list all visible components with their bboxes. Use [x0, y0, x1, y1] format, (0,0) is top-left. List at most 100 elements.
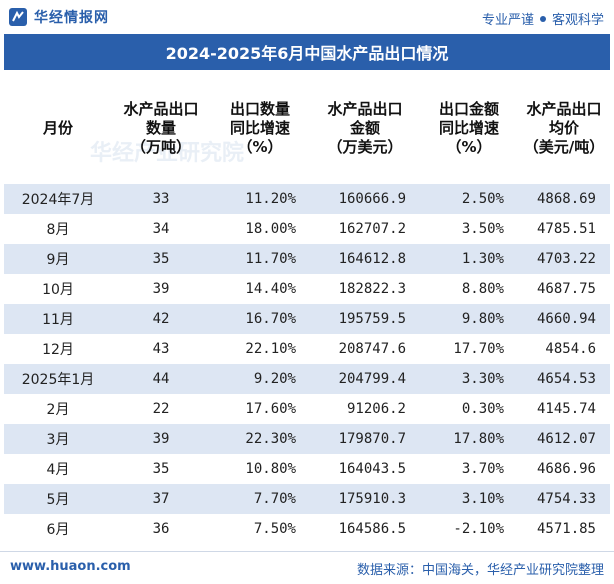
column-header: 出口金额 同比增速 （%）: [420, 72, 518, 184]
value-cell: 164612.8: [338, 251, 406, 267]
tagline: 专业严谨 客观科学: [482, 9, 604, 28]
volume-cell: 37: [152, 491, 170, 507]
volume-cell: 43: [152, 341, 170, 357]
volume-cell: 42: [152, 311, 170, 327]
export-table: 月份 水产品出口 数量 （万吨） 出口数量 同比增速 （%） 水产品出口 金额 （万美元） 出口金额…: [4, 72, 610, 544]
tagline-dot-icon: [539, 15, 546, 22]
column-header-line: 水产品出口: [526, 99, 602, 118]
column-header-line: 同比增速: [438, 118, 499, 137]
month-cell: 12月: [42, 342, 74, 358]
value-growth-cell: 3.50%: [461, 221, 504, 237]
column-header-line: （美元/吨）: [523, 137, 605, 156]
table-row: 12月 43 22.10% 208747.6 17.70% 4854.6: [4, 334, 610, 364]
month-cell: 11月: [42, 312, 74, 328]
volume-growth-cell: 16.70%: [245, 311, 296, 327]
avg-price-cell: 4654.53: [536, 371, 596, 387]
brand-logo: 华经情报网: [8, 7, 109, 27]
footer: www.huaon.com 数据来源：中国海关，华经产业研究院整理: [0, 551, 614, 584]
column-header-line: 水产品出口: [327, 99, 403, 118]
avg-price-cell: 4754.33: [536, 491, 596, 507]
value-growth-cell: 3.70%: [461, 461, 504, 477]
column-header-line: 金额: [349, 118, 380, 137]
volume-growth-cell: 11.20%: [245, 191, 296, 207]
column-header-line: 同比增速: [229, 118, 290, 137]
value-growth-cell: 17.80%: [453, 431, 504, 447]
column-header-line: 出口数量: [229, 99, 290, 118]
column-header-line: 出口金额: [438, 99, 499, 118]
value-growth-cell: 3.30%: [461, 371, 504, 387]
volume-cell: 35: [152, 461, 170, 477]
table-row: 5月 37 7.70% 175910.3 3.10% 4754.33: [4, 484, 610, 514]
table-row: 10月 39 14.40% 182822.3 8.80% 4687.75: [4, 274, 610, 304]
value-cell: 204799.4: [338, 371, 406, 387]
value-growth-cell: 9.80%: [461, 311, 504, 327]
table-row: 2月 22 17.60% 91206.2 0.30% 4145.74: [4, 394, 610, 424]
value-cell: 160666.9: [338, 191, 406, 207]
month-cell: 5月: [46, 492, 70, 508]
volume-growth-cell: 7.70%: [253, 491, 296, 507]
avg-price-cell: 4703.22: [536, 251, 596, 267]
month-cell: 10月: [42, 282, 74, 298]
volume-growth-cell: 10.80%: [245, 461, 296, 477]
table-header-row: 月份 水产品出口 数量 （万吨） 出口数量 同比增速 （%） 水产品出口 金额 （万美元） 出口金额…: [4, 72, 610, 184]
avg-price-cell: 4868.69: [536, 191, 596, 207]
table-body: 2024年7月 33 11.20% 160666.9 2.50% 4868.69 8月 34 1…: [4, 184, 610, 544]
volume-growth-cell: 17.60%: [245, 401, 296, 417]
value-cell: 208747.6: [338, 341, 406, 357]
column-header-line: 均价: [548, 118, 579, 137]
month-cell: 2024年7月: [21, 192, 95, 208]
column-header-line: （万美元）: [327, 137, 403, 156]
value-growth-cell: 1.30%: [461, 251, 504, 267]
table-row: 2025年1月 44 9.20% 204799.4 3.30% 4654.53: [4, 364, 610, 394]
value-growth-cell: 3.10%: [461, 491, 504, 507]
value-cell: 164586.5: [338, 521, 406, 537]
column-header-line: 月份: [42, 118, 73, 137]
table-row: 2024年7月 33 11.20% 160666.9 2.50% 4868.69: [4, 184, 610, 214]
avg-price-cell: 4571.85: [536, 521, 596, 537]
volume-growth-cell: 11.70%: [245, 251, 296, 267]
volume-growth-cell: 22.10%: [245, 341, 296, 357]
volume-cell: 34: [152, 221, 170, 237]
volume-cell: 36: [152, 521, 170, 537]
avg-price-cell: 4854.6: [545, 341, 596, 357]
volume-cell: 44: [152, 371, 170, 387]
column-header-line: 水产品出口: [123, 99, 199, 118]
month-cell: 3月: [46, 432, 70, 448]
column-header: 水产品出口 数量 （万吨）: [112, 72, 210, 184]
avg-price-cell: 4660.94: [536, 311, 596, 327]
volume-growth-cell: 9.20%: [253, 371, 296, 387]
value-growth-cell: 8.80%: [461, 281, 504, 297]
volume-cell: 33: [152, 191, 170, 207]
avg-price-cell: 4686.96: [536, 461, 596, 477]
value-cell: 164043.5: [338, 461, 406, 477]
table-row: 8月 34 18.00% 162707.2 3.50% 4785.51: [4, 214, 610, 244]
value-cell: 175910.3: [338, 491, 406, 507]
volume-growth-cell: 22.30%: [245, 431, 296, 447]
value-cell: 91206.2: [346, 401, 406, 417]
volume-growth-cell: 7.50%: [253, 521, 296, 537]
column-header: 出口数量 同比增速 （%）: [210, 72, 310, 184]
site-url: www.huaon.com: [10, 559, 131, 574]
volume-cell: 35: [152, 251, 170, 267]
value-cell: 182822.3: [338, 281, 406, 297]
month-cell: 8月: [46, 222, 70, 238]
month-cell: 2025年1月: [21, 372, 95, 388]
month-cell: 9月: [46, 252, 70, 268]
column-header: 水产品出口 均价 （美元/吨）: [518, 72, 610, 184]
tagline-right: 客观科学: [551, 13, 604, 28]
avg-price-cell: 4612.07: [536, 431, 596, 447]
table-row: 9月 35 11.70% 164612.8 1.30% 4703.22: [4, 244, 610, 274]
avg-price-cell: 4145.74: [536, 401, 596, 417]
value-cell: 162707.2: [338, 221, 406, 237]
column-header-line: （%）: [446, 137, 492, 156]
top-bar: 华经情报网 专业严谨 客观科学: [0, 0, 614, 34]
column-header: 水产品出口 金额 （万美元）: [310, 72, 420, 184]
month-cell: 2月: [46, 402, 70, 418]
avg-price-cell: 4785.51: [536, 221, 596, 237]
table-row: 11月 42 16.70% 195759.5 9.80% 4660.94: [4, 304, 610, 334]
value-cell: 179870.7: [338, 431, 406, 447]
table-row: 4月 35 10.80% 164043.5 3.70% 4686.96: [4, 454, 610, 484]
column-header: 月份: [4, 72, 112, 184]
column-header-line: （万吨）: [130, 137, 191, 156]
volume-growth-cell: 18.00%: [245, 221, 296, 237]
